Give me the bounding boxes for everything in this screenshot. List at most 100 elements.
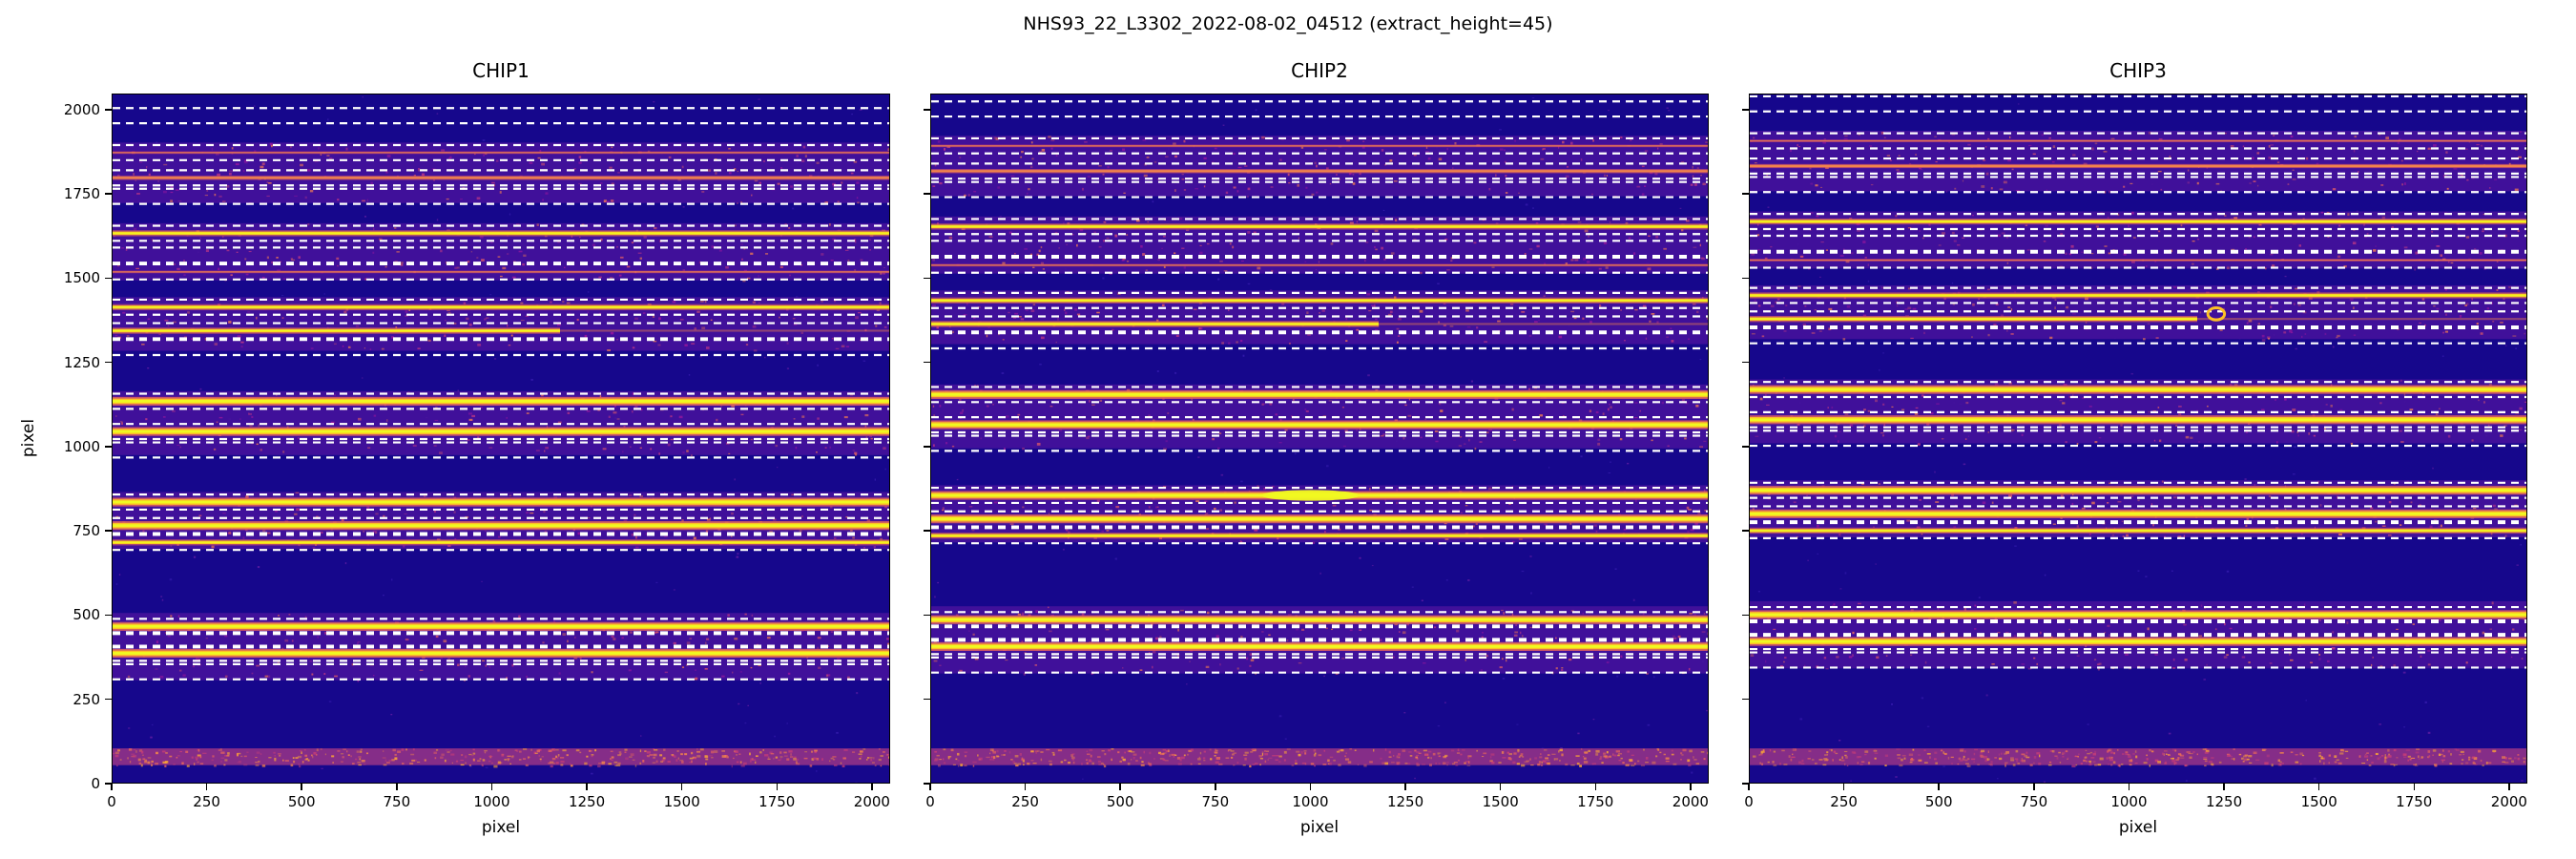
band-speckle — [467, 261, 470, 263]
bottom-speckle — [1283, 750, 1287, 754]
bottom-speckle — [1089, 759, 1091, 762]
bottom-speckle — [1818, 759, 1823, 761]
band-speckle — [2297, 304, 2301, 306]
band-speckle — [454, 266, 458, 269]
bottom-speckle — [2004, 752, 2007, 755]
band-speckle — [1178, 218, 1183, 220]
band-speckle — [834, 300, 837, 303]
bottom-speckle — [2379, 756, 2381, 758]
noise-dot — [1066, 117, 1068, 119]
band-speckle — [1763, 288, 1767, 290]
bottom-speckle — [1135, 760, 1138, 762]
noise-dot — [934, 596, 936, 598]
bottom-speckle — [2271, 764, 2274, 767]
band-speckle — [1020, 318, 1025, 321]
bottom-speckle — [1012, 760, 1015, 764]
band-speckle — [2120, 424, 2123, 427]
bottom-speckle — [795, 761, 798, 765]
bottom-speckle — [721, 755, 726, 758]
band-speckle — [2121, 520, 2124, 522]
noise-dot — [1942, 765, 1945, 767]
band-speckle — [509, 494, 512, 496]
bottom-speckle — [1634, 763, 1636, 765]
bottom-speckle — [1502, 757, 1506, 759]
band-speckle — [2476, 143, 2480, 146]
band-speckle — [1269, 612, 1273, 615]
bottom-speckle — [2092, 752, 2096, 756]
x-tick-label: 0 — [1744, 793, 1754, 810]
bottom-speckle — [151, 764, 154, 766]
band-speckle — [192, 665, 196, 668]
band-speckle — [463, 302, 467, 304]
bottom-speckle — [1384, 748, 1387, 751]
band-speckle — [628, 494, 633, 496]
bottom-speckle — [1656, 748, 1659, 750]
band-speckle — [1630, 139, 1632, 141]
bottom-speckle — [340, 761, 343, 763]
bottom-speckle — [435, 749, 439, 751]
bottom-speckle — [752, 759, 757, 761]
band-speckle — [1233, 186, 1236, 189]
bottom-speckle — [1456, 752, 1461, 754]
band-speckle — [1848, 656, 1853, 659]
band-speckle — [791, 493, 795, 495]
bottom-speckle — [1030, 750, 1034, 753]
bottom-speckle — [960, 764, 964, 767]
band-speckle — [2494, 508, 2498, 511]
band-speckle — [1504, 149, 1506, 152]
y-tick-mark — [105, 446, 112, 448]
bottom-speckle — [2441, 760, 2444, 764]
band-speckle — [1270, 186, 1274, 188]
band-speckle — [1204, 500, 1208, 503]
band-speckle — [1183, 265, 1187, 269]
bottom-speckle — [1369, 761, 1373, 764]
y-tick-mark — [1742, 783, 1749, 785]
band-speckle — [1984, 146, 1987, 148]
trace-segment — [1750, 512, 2526, 515]
band-speckle — [760, 512, 763, 514]
band-speckle — [260, 449, 262, 451]
noise-dot — [884, 468, 886, 471]
bottom-speckle — [841, 765, 845, 768]
band-speckle — [705, 638, 710, 640]
band-speckle — [1977, 249, 1980, 251]
band-speckle — [1757, 249, 1761, 251]
band-speckle — [2489, 187, 2491, 189]
noise-dot — [682, 205, 685, 208]
band-speckle — [2028, 144, 2032, 147]
bottom-speckle — [1918, 759, 1922, 762]
band-speckle — [1311, 654, 1314, 658]
bottom-speckle — [1416, 754, 1419, 757]
bottom-speckle — [1960, 749, 1964, 752]
band-speckle — [2466, 178, 2469, 181]
bottom-speckle — [770, 753, 775, 755]
band-speckle — [1633, 417, 1638, 419]
bottom-speckle — [1313, 754, 1317, 757]
band-speckle — [2128, 224, 2129, 228]
band-speckle — [2039, 631, 2042, 635]
bottom-speckle — [2164, 763, 2168, 765]
bottom-speckle — [465, 762, 467, 765]
band-speckle — [1929, 190, 1932, 192]
bottom-speckle — [1540, 765, 1544, 766]
band-speckle — [2148, 132, 2152, 135]
bottom-speckle — [1161, 753, 1165, 755]
x-tick-label: 250 — [1830, 793, 1858, 810]
band-speckle — [2438, 525, 2441, 528]
bottom-speckle — [1052, 753, 1055, 756]
band-speckle — [164, 319, 169, 322]
band-speckle — [2291, 430, 2295, 433]
bottom-speckle — [1973, 752, 1976, 756]
band-speckle — [1906, 519, 1911, 522]
band-speckle — [2446, 187, 2449, 190]
bottom-speckle — [2067, 757, 2069, 760]
bottom-speckle — [1336, 750, 1340, 753]
noise-dot — [816, 770, 818, 772]
band-speckle — [1396, 341, 1399, 344]
bottom-speckle — [986, 756, 990, 759]
band-speckle — [2271, 264, 2275, 267]
noise-dot — [1875, 563, 1877, 565]
band-speckle — [1398, 530, 1402, 532]
noise-dot — [147, 367, 150, 369]
band-speckle — [743, 269, 748, 272]
